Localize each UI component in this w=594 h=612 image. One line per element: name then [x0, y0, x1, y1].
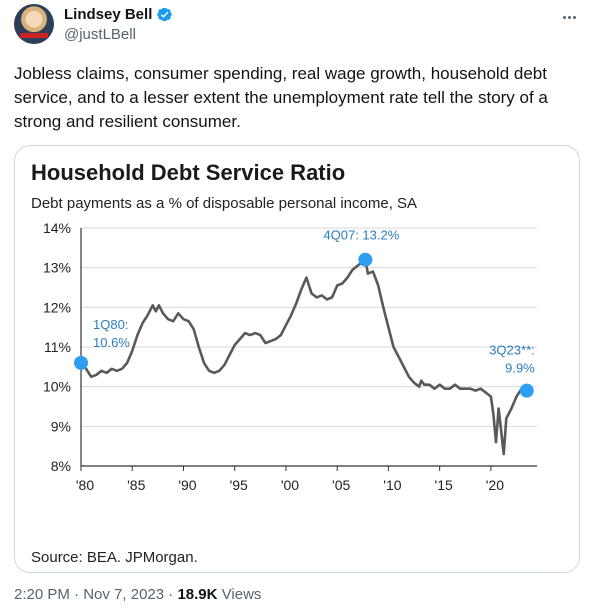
- chart-subtitle: Debt payments as a % of disposable perso…: [31, 195, 417, 212]
- chart-axes: [80, 228, 537, 467]
- x-tick-label-1990: '90: [178, 477, 196, 493]
- y-tick-label-14: 14%: [43, 220, 71, 236]
- tweet-header: Lindsey Bell @justLBell: [14, 4, 580, 48]
- x-tick-label-1985: '85: [127, 477, 145, 493]
- y-tick-label-12: 12%: [43, 299, 71, 315]
- author-name-row: Lindsey Bell: [64, 6, 173, 23]
- author-handle[interactable]: @justLBell: [64, 26, 136, 43]
- avatar[interactable]: [14, 4, 54, 44]
- x-tick-label-1995: '95: [230, 477, 248, 493]
- x-tick-label-2005: '05: [332, 477, 350, 493]
- y-tick-label-13: 13%: [43, 260, 71, 276]
- chart-title: Household Debt Service Ratio: [31, 160, 345, 185]
- tweet-date[interactable]: Nov 7, 2023: [83, 586, 165, 603]
- annotation-marker-2: [519, 383, 534, 398]
- x-tick-label-2020: '20: [486, 477, 504, 493]
- y-tick-label-11: 11%: [44, 339, 71, 355]
- tweet-meta: 2:20 PM · Nov 7, 2023 · 18.9K Views: [14, 586, 261, 603]
- x-tick-label-2010: '10: [383, 477, 401, 493]
- x-tick-label-2000: '00: [281, 477, 299, 493]
- tweet-time[interactable]: 2:20 PM: [14, 586, 70, 603]
- tweet-media-card[interactable]: Household Debt Service Ratio Debt paymen…: [14, 145, 580, 573]
- meta-separator-2: ·: [168, 586, 174, 603]
- x-tick-label-1980: '80: [76, 477, 94, 493]
- y-tick-label-9: 9%: [51, 418, 71, 434]
- author-display-name[interactable]: Lindsey Bell: [64, 6, 153, 23]
- annotation-value-0: 10.6%: [93, 335, 130, 350]
- chart-grid: [81, 227, 537, 467]
- chart-source: Source: BEA. JPMorgan.: [31, 549, 198, 566]
- x-axis-ticks: '80 '85 '90 '95 '00 '05 '10 '15 '20: [76, 466, 504, 493]
- debt-service-chart: Household Debt Service Ratio Debt paymen…: [31, 160, 537, 566]
- tweet-text: Jobless claims, consumer spending, real …: [14, 64, 548, 131]
- annotation-marker-1: [358, 252, 373, 267]
- annotation-value-2: 9.9%: [505, 361, 535, 376]
- annotation-label-2: 3Q23**:: [489, 343, 535, 358]
- verified-badge-icon[interactable]: [156, 6, 173, 23]
- annotation-marker-0: [74, 355, 88, 370]
- y-tick-label-10: 10%: [43, 379, 71, 395]
- views-count: 18.9K: [177, 586, 218, 603]
- x-tick-label-2015: '15: [435, 477, 453, 493]
- chart-annotations: 1Q80: 10.6% 4Q07: 13.2% 3Q23**: 9.9%: [74, 228, 535, 398]
- annotation-label-0: 1Q80:: [93, 317, 128, 332]
- more-dots-icon[interactable]: [558, 8, 580, 26]
- y-axis-ticks: 8% 9% 10% 11% 12% 13% 14%: [43, 220, 71, 474]
- annotation-label-1: 4Q07: 13.2%: [323, 228, 399, 243]
- series-line: [80, 258, 528, 456]
- y-tick-label-8: 8%: [51, 458, 71, 474]
- views-label: Views: [221, 586, 262, 603]
- meta-separator: ·: [74, 586, 80, 603]
